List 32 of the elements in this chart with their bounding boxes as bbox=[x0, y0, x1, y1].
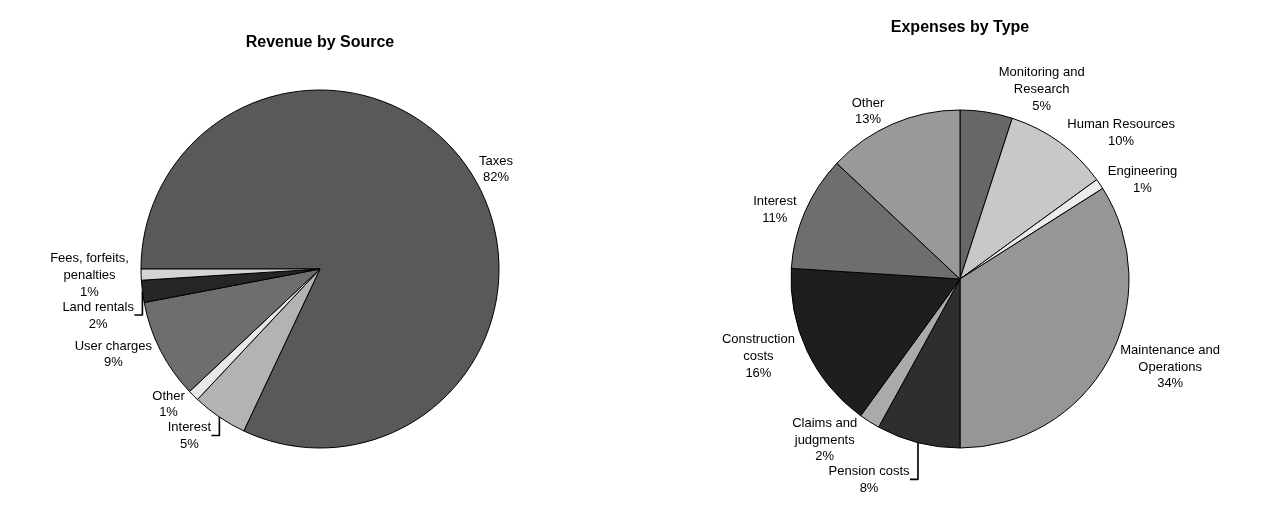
data-label: 10% bbox=[1108, 132, 1135, 148]
slice-label: Interest bbox=[167, 419, 212, 435]
chart-title: Revenue by Source bbox=[245, 32, 395, 50]
data-label: 2% bbox=[88, 315, 108, 331]
slice-label: Maintenance and Operations bbox=[1120, 341, 1221, 374]
data-label: 13% bbox=[854, 111, 882, 127]
data-label: 1% bbox=[80, 284, 100, 300]
data-label: 1% bbox=[159, 404, 179, 420]
slice-label: Land rentals bbox=[62, 299, 135, 315]
data-label: 8% bbox=[859, 480, 879, 496]
data-label: 9% bbox=[103, 354, 124, 370]
data-label: 2% bbox=[815, 448, 835, 464]
slice-label: Fees, forfeits, penalties bbox=[50, 250, 129, 283]
chart-title: Expenses by Type bbox=[890, 17, 1030, 35]
slice-label: Pension costs bbox=[828, 463, 910, 479]
slice-label: Construction costs bbox=[721, 330, 795, 363]
data-label: 11% bbox=[762, 210, 788, 226]
data-label: 5% bbox=[179, 436, 200, 452]
slice-label: Engineering bbox=[1107, 163, 1178, 179]
slice-label: Human Resources bbox=[1067, 115, 1176, 131]
slice-label: Claims and judgments bbox=[792, 414, 858, 447]
data-label: 5% bbox=[1032, 97, 1052, 113]
slice-label: Interest bbox=[753, 193, 797, 209]
data-label: 82% bbox=[483, 169, 510, 185]
slice-label: Other bbox=[851, 94, 885, 110]
data-label: 34% bbox=[1157, 375, 1184, 391]
slice-label: Monitoring and Research bbox=[998, 63, 1085, 96]
slice-label: User charges bbox=[74, 337, 153, 353]
slice-label: Taxes bbox=[479, 152, 514, 168]
data-label: 16% bbox=[745, 364, 772, 380]
slice-label: Other bbox=[152, 387, 186, 403]
data-label: 1% bbox=[1133, 179, 1153, 195]
